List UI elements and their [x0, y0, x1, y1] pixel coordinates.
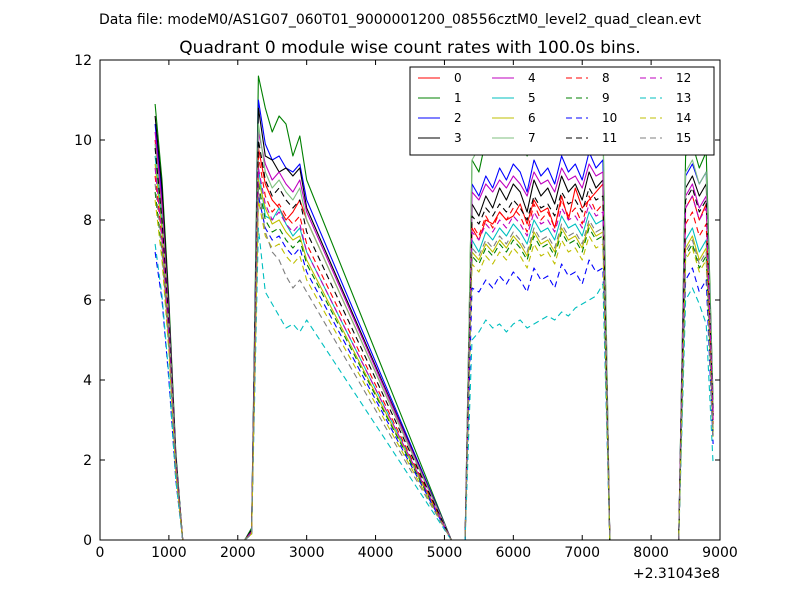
- y-tick-label: 12: [74, 53, 92, 69]
- legend-label-12: 12: [676, 71, 691, 85]
- y-tick-label: 8: [83, 213, 92, 229]
- x-tick-label: 0: [96, 545, 105, 561]
- legend-label-0: 0: [454, 71, 462, 85]
- y-tick-label: 0: [83, 533, 92, 549]
- series-line-11: [154, 139, 714, 540]
- legend-label-6: 6: [528, 111, 536, 125]
- series-line-12: [154, 167, 714, 540]
- series-line-15: [154, 183, 714, 540]
- series-line-7: [154, 103, 714, 540]
- x-tick-label: 4000: [358, 545, 394, 561]
- series-line-6: [154, 163, 714, 540]
- legend-label-1: 1: [454, 91, 462, 105]
- legend-label-13: 13: [676, 91, 691, 105]
- legend-label-9: 9: [602, 91, 610, 105]
- y-tick-label: 6: [83, 293, 92, 309]
- x-tick-label: 2000: [220, 545, 256, 561]
- legend-label-5: 5: [528, 91, 536, 105]
- figure-suptitle: Data file: modeM0/AS1G07_060T01_90000012…: [99, 12, 701, 28]
- series-line-14: [154, 199, 714, 540]
- legend-label-4: 4: [528, 71, 536, 85]
- x-tick-label: 9000: [702, 545, 738, 561]
- series-line-10: [154, 195, 714, 540]
- tick-layer: 0 1000 2000 3000 4000 5000 6000 7000 8000 9000 0 2 4…: [74, 53, 738, 561]
- x-tick-label: 3000: [289, 545, 325, 561]
- series-line-0: [154, 139, 714, 540]
- series-line-9: [154, 183, 714, 540]
- series-line-4: [154, 131, 714, 540]
- x-tick-label: 1000: [151, 545, 187, 561]
- y-tick-label: 2: [83, 453, 92, 469]
- legend-label-3: 3: [454, 131, 462, 145]
- legend-label-10: 10: [602, 111, 617, 125]
- x-offset-label: +2.31043e8: [633, 566, 720, 582]
- legend-label-8: 8: [602, 71, 610, 85]
- series-line-3: [154, 107, 714, 540]
- x-tick-label: 8000: [633, 545, 669, 561]
- series-line-2: [154, 99, 714, 540]
- legend-label-2: 2: [454, 111, 462, 125]
- chart-title: Quadrant 0 module wise count rates with …: [179, 38, 640, 58]
- legend-label-11: 11: [602, 131, 617, 145]
- series-line-5: [154, 155, 714, 540]
- x-tick-label: 5000: [427, 545, 463, 561]
- legend-label-7: 7: [528, 131, 536, 145]
- legend-frame: [409, 66, 715, 156]
- y-tick-label: 4: [83, 373, 92, 389]
- series-line-8: [154, 155, 714, 540]
- series-line-13: [154, 227, 714, 540]
- x-tick-label: 6000: [496, 545, 532, 561]
- legend-label-15: 15: [676, 131, 691, 145]
- x-tick-label: 7000: [564, 545, 600, 561]
- legend-label-14: 14: [676, 111, 691, 125]
- y-tick-label: 10: [74, 133, 92, 149]
